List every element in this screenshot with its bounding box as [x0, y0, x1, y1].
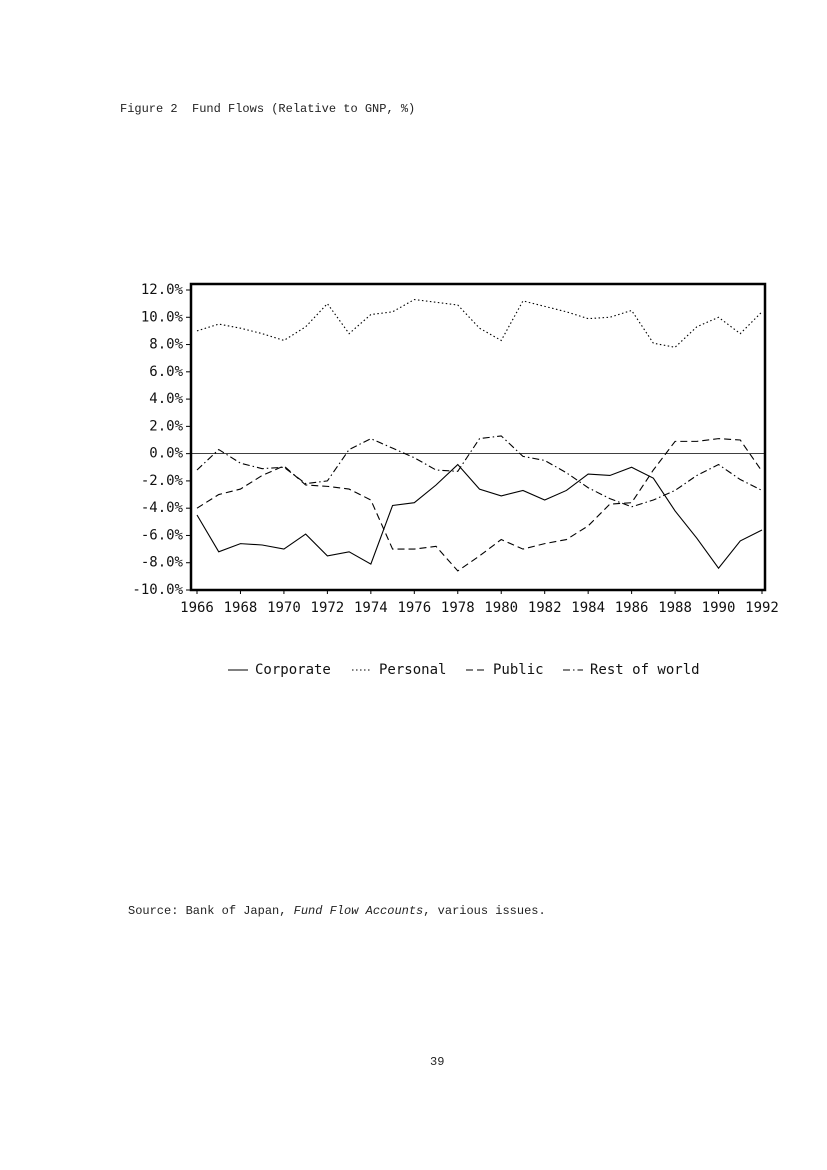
figure-caption: Figure 2 Fund Flows (Relative to GNP, %) [120, 102, 416, 116]
y-tick-label: -10.0% [132, 582, 183, 598]
y-tick-label: -2.0% [141, 473, 184, 489]
source-prefix: Source: Bank of Japan, [128, 904, 294, 918]
y-tick-label: 8.0% [149, 337, 183, 353]
series-line [196, 438, 763, 572]
legend: Corporate Personal Public Rest of world [228, 662, 700, 678]
x-tick-label: 1984 [571, 600, 605, 616]
x-tick-label: 1978 [441, 600, 475, 616]
y-tick-label: 10.0% [141, 309, 184, 325]
legend-label: Rest of world [590, 662, 700, 678]
plot-frame [189, 282, 767, 592]
x-tick-label: 1966 [180, 600, 214, 616]
legend-label: Public [493, 662, 544, 678]
source-note: Source: Bank of Japan, Fund Flow Account… [128, 904, 546, 918]
y-tick-label: 2.0% [149, 418, 183, 434]
y-tick-label: 0.0% [149, 446, 183, 462]
y-tick-label: -4.0% [141, 500, 184, 516]
x-tick-label: 1976 [397, 600, 431, 616]
x-tick-label: 1982 [528, 600, 562, 616]
y-tick-label: -6.0% [141, 527, 184, 543]
x-tick-label: 1974 [354, 600, 388, 616]
series-line [196, 298, 763, 348]
x-tick-label: 1986 [615, 600, 649, 616]
x-tick-label: 1968 [224, 600, 258, 616]
y-tick-label: 4.0% [149, 391, 183, 407]
x-tick-label: 1992 [745, 600, 779, 616]
y-tick-label: 12.0% [141, 282, 184, 298]
x-tick-label: 1970 [267, 600, 301, 616]
y-tick-label: -8.0% [141, 555, 184, 571]
source-title: Fund Flow Accounts [293, 904, 424, 918]
series-line [196, 435, 763, 508]
source-suffix: , various issues. [423, 904, 546, 918]
x-tick-label: 1972 [311, 600, 345, 616]
legend-label: Corporate [255, 662, 331, 678]
series-line [196, 463, 763, 570]
x-tick-label: 1990 [702, 600, 736, 616]
x-tick-label: 1980 [484, 600, 518, 616]
y-tick-label: 6.0% [149, 364, 183, 380]
page-number: 39 [430, 1055, 445, 1069]
x-tick-label: 1988 [658, 600, 692, 616]
legend-label: Personal [379, 662, 446, 678]
chart: 12.0% 10.0% 8.0% 6.0% 4.0% 2.0% 0.0% -2.0% -4.0%… [132, 282, 779, 678]
